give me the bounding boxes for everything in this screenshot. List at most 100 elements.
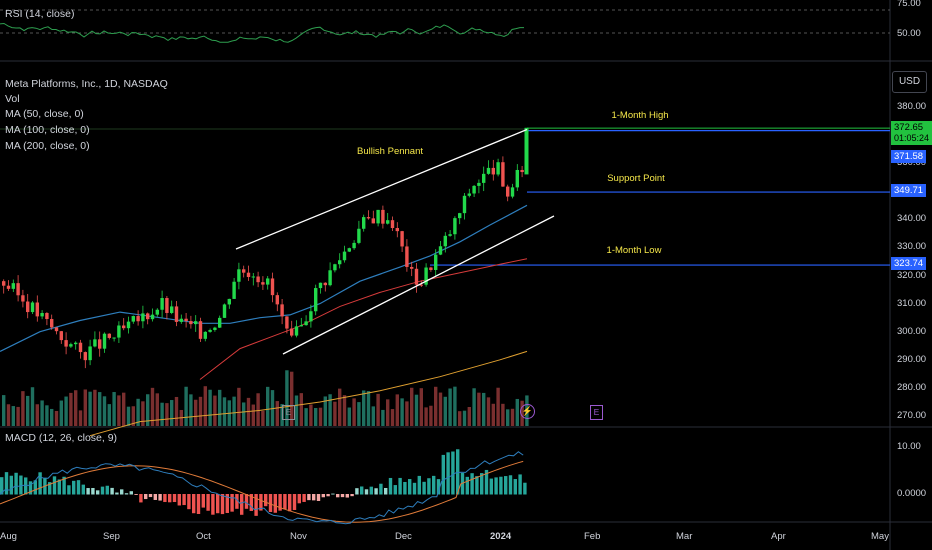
volume-bar <box>410 387 414 426</box>
candle-body <box>323 282 327 286</box>
volume-bar <box>314 408 318 426</box>
macd-histogram-bar <box>259 494 263 511</box>
volume-bar <box>11 406 15 426</box>
volume-bar <box>333 401 337 426</box>
candle-body <box>496 162 500 175</box>
pennant-upper-line <box>235 128 528 250</box>
candle-body <box>395 228 399 232</box>
macd-histogram-bar <box>220 494 225 515</box>
volume-bar <box>424 407 428 426</box>
candle-body <box>371 218 375 224</box>
volume-bar <box>59 400 63 426</box>
macd-histogram-bar <box>369 486 373 495</box>
countdown-value: 01:05:24 <box>894 133 930 143</box>
volume-bar <box>477 392 481 426</box>
macd-histogram-bar <box>48 482 52 495</box>
currency-button[interactable]: USD <box>892 71 927 93</box>
macd-histogram-bar <box>268 494 273 513</box>
macd-histogram-bar <box>168 494 172 503</box>
candle-body <box>30 302 35 313</box>
volume-bar <box>362 390 366 426</box>
candle-body <box>74 342 78 345</box>
volume-bar <box>366 391 371 426</box>
candle-body <box>136 316 140 322</box>
earnings-badge-oct[interactable]: E <box>282 405 295 420</box>
rsi-tick-50: 50.00 <box>897 28 921 39</box>
macd-histogram-bar <box>14 472 18 495</box>
rsi-line <box>0 22 524 43</box>
macd-histogram-bar <box>436 479 441 495</box>
macd-histogram-bar <box>523 482 527 495</box>
candle-body <box>448 234 452 236</box>
volume-bar <box>21 391 25 426</box>
macd-histogram-bar <box>182 494 186 506</box>
macd-histogram-bar <box>427 478 431 495</box>
dividend-icon[interactable]: ⚡ <box>520 404 535 419</box>
candle-body <box>6 285 11 289</box>
macd-histogram-bar <box>192 494 196 514</box>
low-annotation: 1-Month Low <box>606 245 662 256</box>
macd-histogram-bar <box>470 473 474 495</box>
volume-bar <box>299 393 303 426</box>
candle-body <box>59 331 63 341</box>
macd-histogram-bar <box>326 494 330 497</box>
candle-body <box>376 209 380 224</box>
macd-histogram-bar <box>235 494 239 509</box>
macd-histogram-bar <box>72 480 76 495</box>
volume-bar <box>122 392 126 426</box>
candle-body <box>410 266 414 269</box>
macd-histogram-bar <box>105 485 109 495</box>
candle-body <box>458 213 462 219</box>
volume-bar <box>78 410 83 426</box>
macd-histogram-bar <box>129 491 133 495</box>
candle-body <box>270 278 275 296</box>
macd-histogram-bar <box>432 475 436 495</box>
macd-histogram-bar <box>110 487 114 495</box>
candle-body <box>453 218 457 235</box>
price-tick-5: 330.00 <box>897 241 927 253</box>
macd-histogram-bar <box>139 494 143 503</box>
macd-histogram-bar <box>374 488 378 495</box>
candle-body <box>520 169 524 173</box>
price-tick-8: 300.00 <box>897 325 927 337</box>
volume-bar <box>50 408 54 426</box>
candle-body <box>194 321 198 325</box>
candle-body <box>21 295 25 302</box>
volume-bar <box>482 392 486 426</box>
macd-histogram-bar <box>316 494 321 501</box>
x-tick-feb: Feb <box>584 531 601 542</box>
candle-body <box>150 314 155 320</box>
volume-bar <box>203 386 207 426</box>
candle-body <box>78 342 83 353</box>
volume-bar <box>174 396 179 426</box>
volume-bar <box>141 401 145 426</box>
x-tick-oct: Oct <box>196 531 211 542</box>
candle-body <box>88 346 92 361</box>
macd-histogram-bar <box>513 479 517 495</box>
volume-bar <box>146 394 150 426</box>
volume-bar <box>218 389 222 426</box>
macd-histogram-bar <box>67 485 71 495</box>
macd-histogram-bar <box>456 449 460 495</box>
candle-body <box>232 281 236 299</box>
macd-histogram-bar <box>196 494 201 514</box>
macd-histogram-bar <box>148 494 153 498</box>
candle-body <box>184 318 188 322</box>
macd-histogram-bar <box>336 494 340 498</box>
earnings-badge-feb[interactable]: E <box>590 405 603 420</box>
volume-bar <box>165 403 169 426</box>
candle-body <box>443 235 447 247</box>
macd-histogram-bar <box>288 494 292 512</box>
ma200-legend: MA (200, close, 0) <box>5 140 90 152</box>
candle-body <box>131 316 135 322</box>
volume-bar <box>376 393 380 426</box>
candle-body <box>381 209 385 224</box>
candle-body <box>16 283 20 296</box>
candle-body <box>122 325 126 329</box>
macd-histogram-bar <box>240 494 244 515</box>
volume-bar <box>222 397 227 426</box>
volume-bar <box>342 395 347 426</box>
volume-bar <box>390 409 395 426</box>
volume-bar <box>309 404 313 426</box>
